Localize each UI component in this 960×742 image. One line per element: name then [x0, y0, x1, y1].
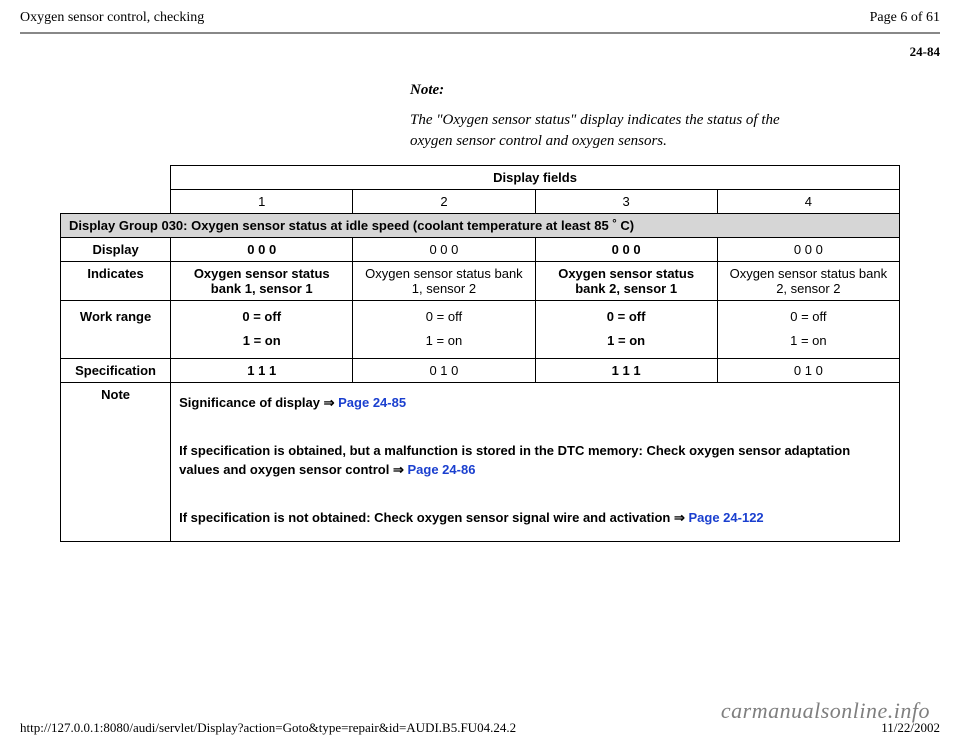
row-display-label: Display [61, 237, 171, 261]
display-c3: 0 0 0 [535, 237, 717, 261]
display-table: Display fields 1 2 3 4 Display Group 030… [60, 165, 900, 542]
note-cell: Significance of display ⇒ Page 24-85 If … [171, 383, 900, 542]
row-work-label: Work range [61, 300, 171, 358]
page-number: Page 6 of 61 [870, 10, 940, 26]
col-3: 3 [535, 189, 717, 213]
display-c1: 0 0 0 [171, 237, 353, 261]
link-page-24-122[interactable]: Page 24-122 [689, 510, 764, 525]
group-row: Display Group 030: Oxygen sensor status … [61, 213, 900, 237]
footer-url: http://127.0.0.1:8080/audi/servlet/Displ… [20, 720, 516, 736]
footer-date: 11/22/2002 [881, 720, 940, 736]
page-code: 24-84 [20, 44, 940, 60]
indicates-c1: Oxygen sensor status bank 1, sensor 1 [171, 261, 353, 300]
link-page-24-85[interactable]: Page 24-85 [338, 395, 406, 410]
indicates-c2: Oxygen sensor status bank 1, sensor 2 [353, 261, 535, 300]
row-indicates-label: Indicates [61, 261, 171, 300]
row-note-label: Note [61, 383, 171, 542]
spec-c4: 0 1 0 [717, 359, 899, 383]
page-title: Oxygen sensor control, checking [20, 10, 204, 26]
spec-c3: 1 1 1 [535, 359, 717, 383]
spec-c2: 0 1 0 [353, 359, 535, 383]
col-4: 4 [717, 189, 899, 213]
link-page-24-86[interactable]: Page 24-86 [408, 462, 476, 477]
separator [20, 32, 940, 34]
row-spec-label: Specification [61, 359, 171, 383]
col-1: 1 [171, 189, 353, 213]
display-c4: 0 0 0 [717, 237, 899, 261]
note-block: Note: The "Oxygen sensor status" display… [410, 80, 820, 151]
work-c3: 0 = off1 = on [535, 300, 717, 358]
work-c4: 0 = off1 = on [717, 300, 899, 358]
indicates-c4: Oxygen sensor status bank 2, sensor 2 [717, 261, 899, 300]
display-c2: 0 0 0 [353, 237, 535, 261]
display-fields-header: Display fields [171, 165, 900, 189]
spec-c1: 1 1 1 [171, 359, 353, 383]
note-label: Note: [410, 80, 820, 100]
work-c1: 0 = off1 = on [171, 300, 353, 358]
work-c2: 0 = off1 = on [353, 300, 535, 358]
note-text: The "Oxygen sensor status" display indic… [410, 110, 820, 151]
indicates-c3: Oxygen sensor status bank 2, sensor 1 [535, 261, 717, 300]
col-2: 2 [353, 189, 535, 213]
